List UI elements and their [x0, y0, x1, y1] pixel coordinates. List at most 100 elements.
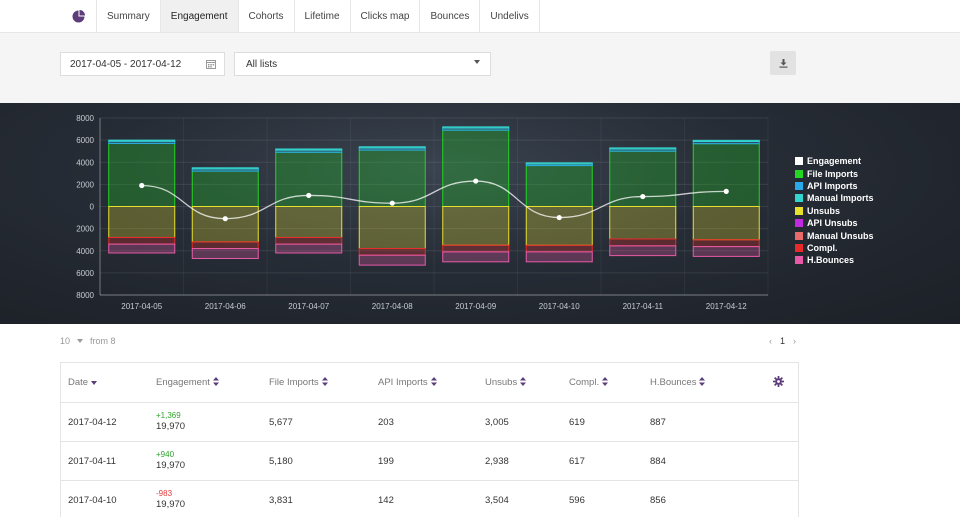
sort-desc-icon [91, 377, 98, 388]
sort-icon [212, 377, 219, 388]
legend-item[interactable]: Unsubs [795, 205, 874, 217]
pie-chart-icon[interactable] [60, 0, 97, 32]
bar-segment [358, 149, 426, 207]
table-row[interactable]: 2017-04-10 -983 19,970 3,831 142 3,504 5… [61, 481, 798, 517]
tab-clicks-map[interactable]: Clicks map [351, 0, 421, 32]
per-page-select[interactable]: 10 from 8 [60, 336, 116, 346]
legend-item[interactable]: Manual Imports [795, 192, 874, 204]
engagement-line [141, 180, 727, 220]
cell-engagement: -983 19,970 [156, 481, 185, 517]
col-file-imports-label: File Imports [269, 377, 319, 388]
tab-engagement[interactable]: Engagement [160, 0, 239, 32]
table-header: Date Engagement File Imports API Imports… [61, 363, 798, 403]
current-page[interactable]: 1 [779, 336, 785, 346]
prev-page-button[interactable]: ‹ [768, 336, 772, 346]
per-page-value: 10 [60, 336, 71, 346]
bar-segment [525, 165, 593, 207]
tab-bounces[interactable]: Bounces [420, 0, 481, 32]
bar-segment [358, 254, 426, 266]
bar-segment [358, 248, 426, 256]
y-tick-label: 4000 [76, 247, 94, 256]
sort-icon [602, 377, 609, 388]
engagement-total: 19,970 [156, 421, 186, 432]
sort-icon [520, 377, 527, 388]
engagement-point [139, 182, 145, 189]
engagement-point [723, 188, 729, 194]
cell-date: 2017-04-10 [68, 494, 117, 506]
bar-segment [275, 148, 343, 151]
engagement-point [556, 214, 562, 221]
x-tick-label: 2017-04-11 [623, 302, 664, 311]
y-tick-label: 6000 [76, 269, 94, 278]
legend-label: File Imports [807, 168, 859, 179]
sort-icon [430, 377, 437, 388]
col-unsubs[interactable]: Unsubs [485, 363, 527, 402]
cell-hbounces: 884 [650, 455, 666, 467]
legend-swatch [795, 243, 803, 252]
table-row[interactable]: 2017-04-11 +940 19,970 5,180 199 2,938 6… [61, 442, 798, 481]
engagement-total: 19,970 [156, 460, 186, 471]
legend-label: H.Bounces [807, 255, 855, 266]
legend-item[interactable]: Engagement [795, 155, 874, 167]
col-engagement[interactable]: Engagement [156, 363, 219, 402]
bar-segment [191, 167, 259, 170]
bar-segment [609, 147, 677, 150]
tab-summary[interactable]: Summary [97, 0, 161, 32]
col-date[interactable]: Date [68, 363, 98, 402]
x-tick-label: 2017-04-09 [455, 302, 496, 311]
legend-swatch [795, 256, 803, 265]
cell-hbounces: 856 [650, 494, 666, 506]
col-date-label: Date [68, 377, 89, 388]
col-file-imports[interactable]: File Imports [269, 363, 328, 402]
legend-item[interactable]: H.Bounces [795, 254, 874, 266]
x-tick-label: 2017-04-05 [121, 302, 162, 311]
pagination: ‹ 1 › [769, 336, 796, 346]
tab-lifetime[interactable]: Lifetime [295, 0, 351, 32]
col-hbounces[interactable]: H.Bounces [650, 363, 706, 402]
date-range-picker[interactable]: 2017-04-05 - 2017-04-12 [60, 52, 225, 76]
legend-item[interactable]: Manual Unsubs [795, 229, 874, 241]
x-tick-label: 2017-04-06 [205, 302, 246, 311]
list-select[interactable]: All lists [234, 52, 491, 76]
legend-item[interactable]: File Imports [795, 167, 874, 179]
bar-segment [692, 139, 760, 142]
legend-label: Unsubs [807, 205, 841, 216]
legend-swatch [795, 231, 803, 240]
y-tick-label: 8000 [76, 114, 94, 123]
download-button[interactable] [770, 51, 796, 75]
legend-item[interactable]: API Imports [795, 180, 874, 192]
bar-segment [108, 142, 176, 207]
bar-segment [609, 245, 677, 257]
x-tick-label: 2017-04-12 [706, 302, 747, 311]
legend-label: API Imports [807, 180, 858, 191]
y-tick-label: 6000 [76, 136, 94, 145]
legend-swatch [795, 157, 803, 166]
gear-icon[interactable] [773, 376, 784, 390]
from-count: from 8 [90, 336, 116, 346]
legend-label: Compl. [807, 242, 838, 253]
col-api-imports[interactable]: API Imports [378, 363, 437, 402]
col-compl[interactable]: Compl. [569, 363, 609, 402]
table-row[interactable]: 2017-04-12 +1,369 19,970 5,677 203 3,005… [61, 403, 798, 442]
chart-legend: Engagement File Imports API Imports Manual … [795, 155, 874, 267]
list-select-value: All lists [246, 58, 278, 70]
legend-item[interactable]: API Unsubs [795, 217, 874, 229]
engagement-point [222, 216, 228, 222]
bar-segment [191, 206, 259, 243]
tab-undelivs[interactable]: Undelivs [480, 0, 540, 32]
date-range-value: 2017-04-05 - 2017-04-12 [70, 58, 182, 70]
top-nav: Summary Engagement Cohorts Lifetime Clic… [0, 0, 960, 33]
pager: 10 from 8 ‹ 1 › [60, 336, 800, 350]
bar-segment [108, 206, 176, 238]
x-tick-label: 2017-04-07 [288, 302, 329, 311]
bar-segment [191, 241, 259, 250]
legend-label: Engagement [807, 156, 862, 167]
legend-item[interactable]: Compl. [795, 242, 874, 254]
cell-unsubs: 3,504 [485, 494, 509, 506]
download-icon [779, 58, 787, 68]
tab-cohorts[interactable]: Cohorts [239, 0, 295, 32]
engagement-chart: 8000 6000 4000 2000 0 2000 4000 6000 8000 2017-04… [0, 103, 960, 324]
bar-segment [442, 206, 510, 246]
sort-icon [321, 377, 328, 388]
next-page-button[interactable]: › [793, 336, 796, 346]
